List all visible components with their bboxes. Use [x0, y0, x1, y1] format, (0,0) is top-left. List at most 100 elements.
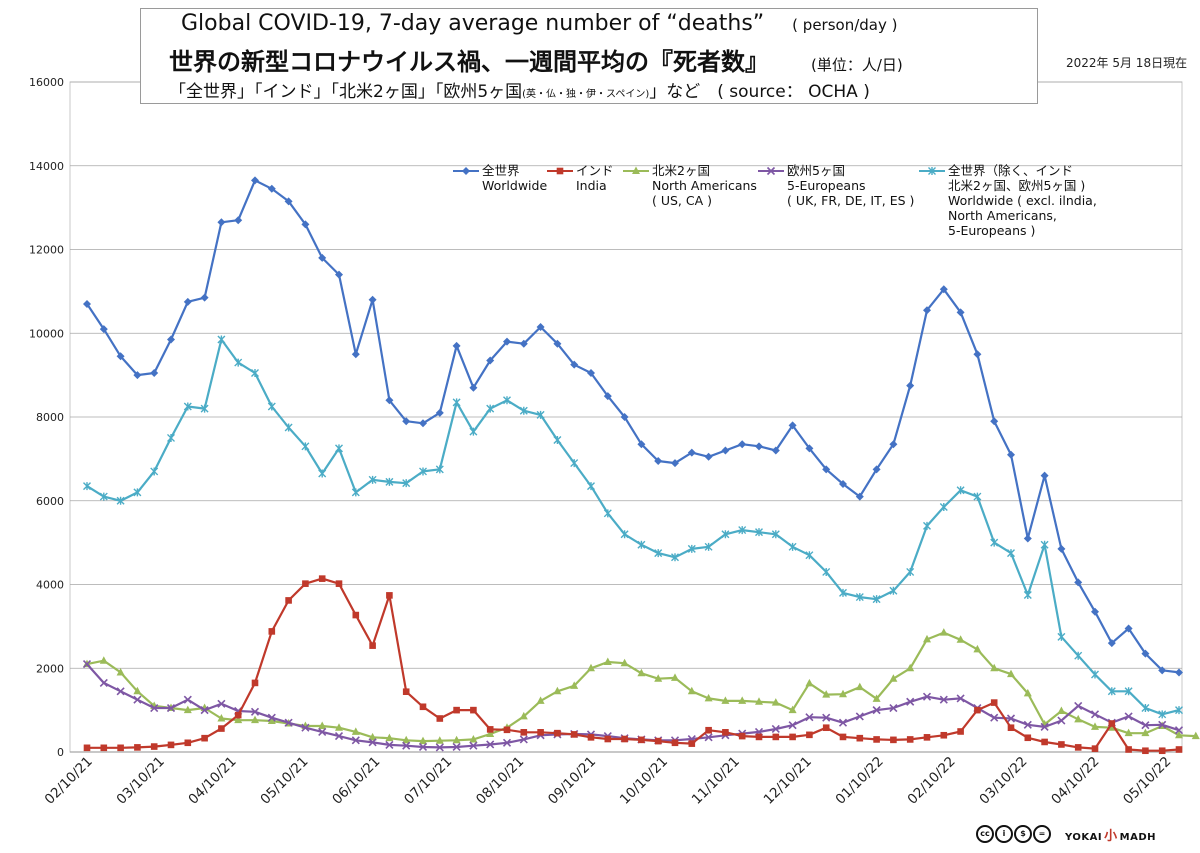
worldwide_excl-point: [469, 427, 478, 436]
north_america-point: [889, 674, 898, 682]
worldwide-point: [251, 176, 259, 185]
north_america-point: [234, 715, 243, 724]
worldwide-point: [822, 465, 831, 474]
europe5-point: [1174, 726, 1184, 735]
legend-sublabel: North Americans ( US, CA ): [652, 178, 757, 208]
worldwide_excl-point: [553, 436, 562, 445]
x-tick-label: 09/10/21: [545, 754, 599, 808]
india-point: [738, 732, 746, 740]
x-tick-label: 06/10/21: [329, 754, 383, 808]
worldwide_excl-point: [956, 486, 965, 495]
europe5-point: [150, 703, 159, 713]
north_america-point: [1007, 669, 1015, 678]
x-tick-label: 05/10/21: [257, 754, 311, 808]
north_america-point: [822, 690, 831, 698]
europe5-point: [267, 713, 276, 722]
legend-name-row: インド: [546, 163, 614, 178]
legend-worldwide-point: [462, 166, 470, 175]
x-tick-label: 01/10/22: [833, 754, 887, 808]
north_america-point: [183, 705, 192, 714]
europe5-point: [250, 707, 260, 716]
india-point: [1041, 738, 1048, 746]
north_america-point: [939, 628, 948, 636]
india-point: [873, 736, 880, 743]
india-point: [688, 740, 696, 747]
india-point: [755, 733, 763, 741]
y-tick-label: 0: [57, 746, 64, 759]
worldwide-point: [872, 465, 881, 474]
india-point: [100, 744, 108, 752]
legend-entry-worldwide_excl: 全世界（除く、インド 北米2ヶ国、欧州5ヶ国 ) Worldwide ( excl…: [918, 163, 1097, 238]
worldwide-point: [1124, 624, 1133, 633]
india-point: [671, 739, 679, 747]
north_america-point: [318, 721, 327, 730]
legend-swatch-india: [547, 167, 573, 174]
europe5-point: [385, 740, 394, 749]
worldwide_excl-point: [1040, 540, 1049, 549]
india-point: [83, 744, 91, 752]
worldwide_excl-point: [133, 488, 142, 497]
europe5-point: [922, 692, 932, 701]
cc-license-badge: cc i $ =: [976, 825, 1051, 843]
north_america-point: [788, 705, 797, 714]
worldwide-point: [805, 444, 814, 453]
worldwide-point: [351, 350, 360, 359]
worldwide-point: [620, 413, 629, 421]
india-point: [1175, 746, 1183, 753]
x-tick-label: 02/10/21: [42, 754, 96, 808]
india-point: [117, 744, 124, 752]
worldwide_excl-point: [116, 496, 125, 505]
europe5-point: [822, 713, 831, 722]
y-tick-label: 6000: [36, 495, 64, 508]
title-english: Global COVID-19, 7-day average number of…: [181, 11, 897, 36]
north_america-point: [217, 714, 226, 722]
worldwide_excl-point: [1175, 706, 1183, 715]
footer-logos: cc i $ = YOKAI 小 MADH: [976, 823, 1156, 845]
worldwide_excl-point: [99, 492, 108, 501]
series-north_america: [83, 628, 1200, 745]
india-point: [369, 642, 376, 649]
worldwide_excl-point: [301, 442, 310, 451]
legend-worldwide_excl-point: [928, 166, 936, 175]
legend-label: 欧州5ヶ国: [787, 163, 845, 178]
europe5-point: [116, 687, 125, 696]
worldwide_excl-point: [435, 465, 444, 474]
europe5-point: [519, 735, 528, 744]
north_america-point: [452, 735, 461, 744]
north_america-point: [469, 734, 478, 743]
worldwide-point: [637, 440, 646, 449]
unit-japanese: (単位：人/日): [811, 56, 903, 74]
worldwide-point: [234, 216, 243, 225]
x-tick-label: 07/10/21: [401, 754, 455, 808]
brand-left: YOKAI: [1065, 831, 1103, 843]
india-point: [1024, 734, 1032, 742]
legend-europe5-point: [766, 166, 776, 175]
worldwide-point: [519, 339, 528, 348]
x-tick-label: 04/10/22: [1048, 754, 1102, 808]
north_america-point: [1141, 728, 1150, 737]
india-point: [856, 734, 864, 742]
europe5-point: [351, 736, 360, 745]
india-point: [302, 580, 309, 587]
legend-north_america-point: [632, 166, 640, 174]
india-point: [285, 597, 292, 604]
worldwide_excl-point: [704, 542, 713, 551]
india-point: [436, 715, 444, 722]
worldwide-point: [200, 293, 209, 302]
north_america-point: [839, 689, 847, 698]
europe5-point: [301, 723, 310, 732]
worldwide-point: [906, 381, 915, 390]
worldwide_excl-point: [83, 482, 91, 491]
worldwide_excl-point: [839, 588, 847, 597]
india-point: [1125, 746, 1132, 753]
legend-swatch-europe5: [758, 166, 784, 175]
north_america-point: [587, 663, 595, 672]
worldwide-point: [738, 440, 747, 449]
north_america-point: [251, 715, 259, 724]
worldwide_excl-point: [755, 528, 763, 537]
x-tick-label: 10/10/21: [617, 754, 671, 808]
worldwide-point: [1074, 578, 1083, 587]
north_america-point: [704, 693, 713, 702]
worldwide_excl-point: [452, 398, 461, 407]
